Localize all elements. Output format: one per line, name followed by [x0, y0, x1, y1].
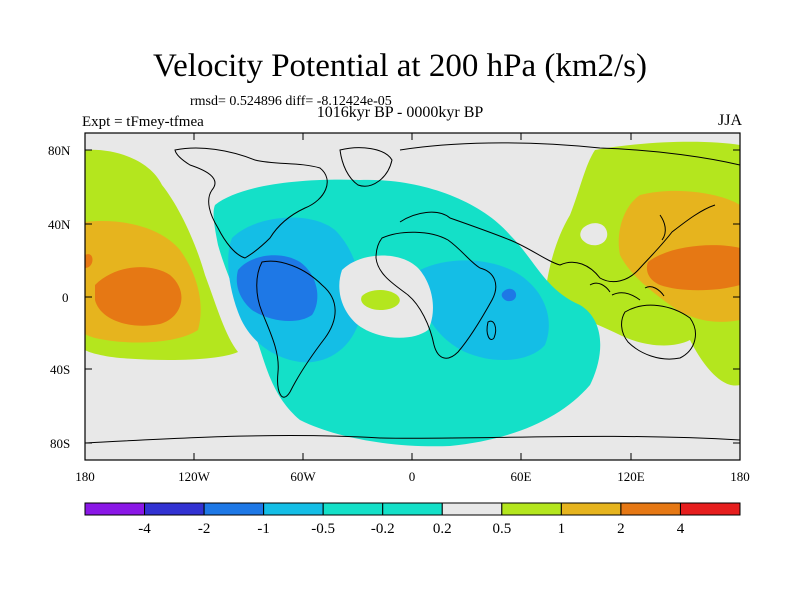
strong-negative-indian-ocean [501, 288, 517, 302]
colorbar-label: -0.5 [311, 521, 336, 537]
australia-coast [621, 304, 696, 360]
period-label: 1016kyr BP - 0000kyr BP [316, 104, 484, 121]
lon-label-180w: 180 [75, 469, 95, 484]
experiment-label: Expt = tFmey-tfmea [82, 114, 204, 130]
colorbar-box [501, 502, 562, 516]
south-america-coast [256, 260, 336, 398]
plot-title: Velocity Potential at 200 hPa (km2/s) [152, 48, 648, 84]
stats-label: rmsd= 0.524896 diff= -8.12424e-05 [190, 94, 392, 109]
colorbar-box [84, 502, 146, 516]
colorbar-label: 4 [676, 521, 685, 537]
north-america-coast [174, 147, 328, 259]
lon-label-120e: 120E [617, 469, 645, 484]
colorbar-box [382, 502, 443, 516]
lon-label-0: 0 [408, 469, 416, 484]
colorbar-box [441, 502, 503, 516]
colorbar-label: -0.2 [370, 521, 395, 537]
lon-label-120w: 120W [178, 469, 210, 484]
lat-label-40n: 40N [48, 217, 71, 232]
maritime-continent-coast [589, 282, 665, 301]
lon-label-180e: 180 [730, 469, 750, 484]
colorbar-label: 2 [617, 521, 625, 537]
colorbar-label: 1 [557, 521, 566, 537]
lon-label-60e: 60E [510, 469, 532, 484]
japan-coast [659, 214, 666, 241]
madagascar-coast [486, 320, 497, 340]
colorbar-box [144, 502, 205, 516]
colorbar-box [679, 502, 741, 516]
lon-label-60w: 60W [290, 469, 316, 484]
africa-coast [375, 231, 497, 359]
lat-label-80n: 80N [48, 143, 71, 158]
colorbar-box [620, 502, 681, 516]
coastlines [85, 142, 740, 444]
colorbar-box [203, 502, 265, 516]
colorbar-label: 0.2 [432, 521, 452, 537]
colorbar [84, 502, 741, 516]
colorbar-box [560, 502, 622, 516]
strong-positive-west-pacific [85, 254, 182, 326]
colorbar-label: 0.5 [492, 521, 512, 537]
eurasia-coast [399, 142, 740, 283]
antarctica-coast [85, 434, 740, 444]
greenland-coast [339, 147, 393, 187]
lat-label-40s: 40S [50, 362, 71, 377]
axis-ticks [85, 133, 740, 460]
colorbar-box [263, 502, 324, 516]
strong-positive-asia [646, 245, 740, 291]
lat-label-80s: 80S [50, 436, 71, 451]
map-canvas [85, 133, 740, 460]
colorbar-label: -1 [257, 521, 270, 537]
lat-label-0: 0 [62, 290, 69, 305]
neutral-hole-asia [580, 223, 608, 246]
positive-spot-atlantic [361, 290, 400, 310]
season-label: JJA [717, 112, 742, 129]
moderate-negative-africa [420, 260, 549, 361]
colorbar-label: -4 [138, 521, 151, 537]
strong-negative-caribbean [236, 255, 318, 322]
colorbar-label: -2 [197, 521, 211, 537]
colorbar-box [322, 502, 384, 516]
